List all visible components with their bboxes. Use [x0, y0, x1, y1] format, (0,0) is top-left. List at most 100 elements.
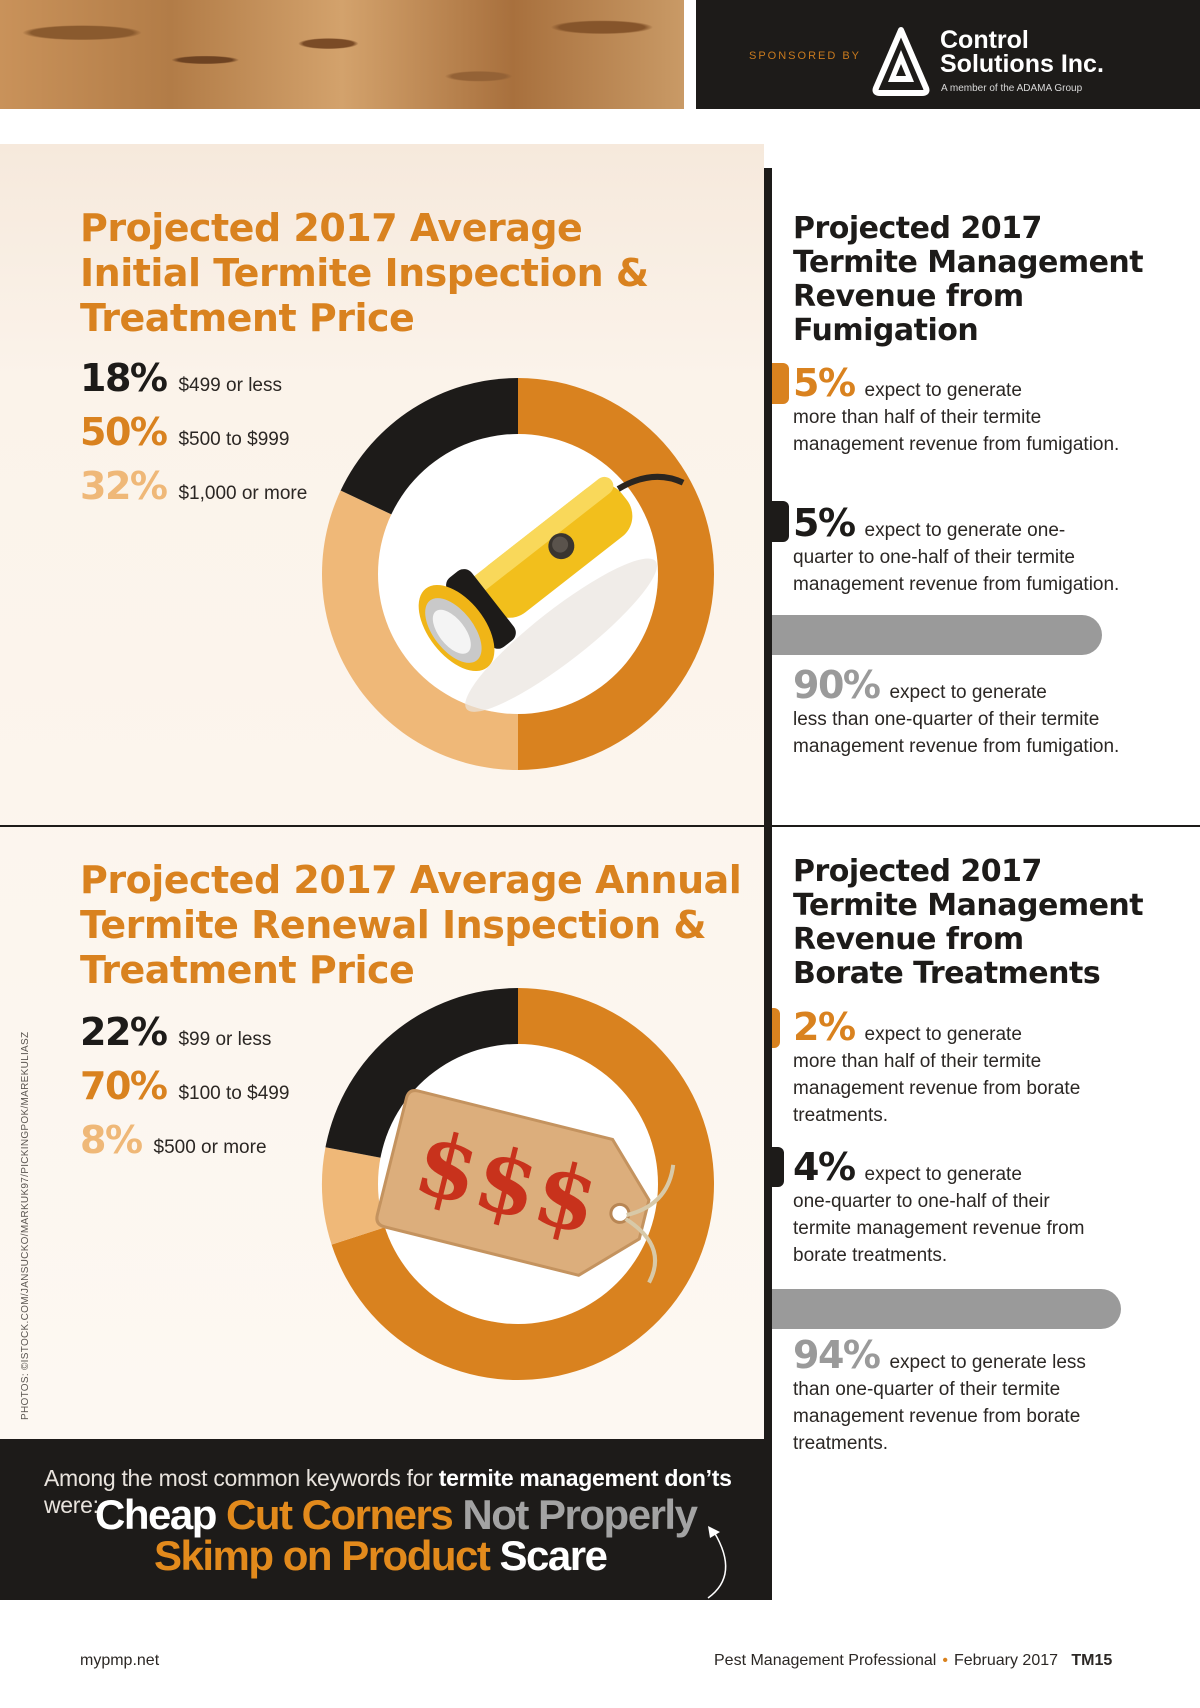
photo-credit: PHOTOS: ©ISTOCK.COM/JANSUCKO/MARKUK97/PI…	[20, 1031, 31, 1420]
fumigation-title: Projected 2017 Termite Management Revenu…	[793, 212, 1193, 348]
brand-tagline: A member of the ADAMA Group	[941, 83, 1083, 94]
borate-title-line1: Projected 2017	[793, 854, 1042, 889]
footer-site: mypmp.net	[80, 1652, 160, 1669]
borate-stat-text-rest: one-quarter to one-half of their termite…	[793, 1191, 1085, 1266]
renewal-title-line3: Treatment Price	[80, 948, 415, 992]
borate-stat-3: 94% expect to generate less than one-quar…	[793, 1336, 1113, 1457]
keyword-cheap: Cheap	[95, 1491, 217, 1538]
keywords-intro-end: were:	[44, 1492, 99, 1518]
fumigation-stat-1: 5% expect to generate more than half of t…	[793, 364, 1123, 458]
sponsored-by-label: SPONSORED BY	[749, 50, 862, 62]
borate-stat-text-rest: more than half of their termite manageme…	[793, 1051, 1081, 1126]
footer-date: February 2017	[953, 1652, 1059, 1669]
footer-page: TM15	[1071, 1652, 1113, 1669]
fumigation-stat-text-rest: quarter to one-half of their termite man…	[793, 547, 1120, 595]
fumigation-title-line3: Revenue from	[793, 279, 1024, 314]
keywords-intro-bold: termite management don’ts	[438, 1465, 732, 1491]
borate-grey-bar	[772, 1289, 1121, 1329]
renewal-legend-label: $500 or more	[153, 1137, 267, 1158]
initial-legend-label: $500 to $999	[178, 429, 290, 450]
borate-title-line4: Borate Treatments	[793, 956, 1101, 991]
header-texture-photo	[0, 0, 684, 109]
initial-legend-pct: 18%	[80, 356, 168, 400]
borate-stat-pct: 4%	[793, 1145, 856, 1189]
borate-stat-text: expect to generate less	[889, 1352, 1086, 1373]
renewal-price-title: Projected 2017 Average Annual Termite Re…	[80, 858, 770, 993]
keywords-line-1: Cheap Cut Corners Not Properly	[95, 1491, 698, 1538]
renewal-title-line1: Projected 2017 Average Annual	[80, 858, 742, 902]
initial-legend-pct: 32%	[80, 464, 168, 508]
brand-name-line2: Solutions Inc.	[940, 50, 1104, 78]
vertical-divider	[764, 168, 772, 1600]
fumigation-stat-text-rest: less than one-quarter of their termite m…	[793, 709, 1120, 757]
fumigation-stat-pct: 5%	[793, 501, 856, 545]
keywords-panel	[0, 1439, 772, 1600]
borate-title: Projected 2017 Termite Management Revenu…	[793, 855, 1193, 991]
initial-legend-pct: 50%	[80, 410, 168, 454]
footer-publication-info: Pest Management Professional • February 20…	[714, 1652, 1112, 1670]
initial-legend-row-3: 32% $1,000 or more	[80, 464, 307, 508]
borate-title-line3: Revenue from	[793, 922, 1024, 957]
renewal-price-donut-chart: $$$	[322, 988, 714, 1380]
renewal-legend-pct: 22%	[80, 1010, 168, 1054]
borate-stat-text-rest: than one-quarter of their termite manage…	[793, 1379, 1081, 1454]
keywords-line-2: Skimp on Product Scare	[154, 1532, 608, 1579]
fumigation-stat-3: 90% expect to generate less than one-quar…	[793, 666, 1123, 760]
borate-stat-pct: 2%	[793, 1005, 856, 1049]
fumigation-stat-text-rest: more than half of their termite manageme…	[793, 407, 1120, 455]
borate-stat-1: 2% expect to generate more than half of t…	[793, 1008, 1113, 1129]
flashlight-icon	[418, 473, 685, 712]
fumigation-tab-dark	[772, 501, 789, 542]
borate-stat-pct: 94%	[793, 1333, 881, 1377]
fumigation-title-line4: Fumigation	[793, 313, 979, 348]
footer-publication: Pest Management Professional	[714, 1652, 937, 1669]
borate-tab-orange	[772, 1008, 780, 1048]
fumigation-grey-bar	[772, 615, 1102, 655]
renewal-title-line2: Termite Renewal Inspection &	[80, 903, 707, 947]
renewal-legend-label: $99 or less	[178, 1029, 272, 1050]
renewal-legend-pct: 70%	[80, 1064, 168, 1108]
initial-title-line2: Initial Termite Inspection &	[80, 251, 649, 295]
brand-name-line1: Control	[940, 26, 1029, 54]
renewal-legend-label: $100 to $499	[178, 1083, 290, 1104]
initial-price-donut-chart	[321, 378, 714, 770]
initial-title-line3: Treatment Price	[80, 296, 415, 340]
brand-name: Control Solutions Inc.	[940, 26, 1190, 78]
fumigation-stat-text: expect to generate	[889, 682, 1047, 703]
keyword-not-properly: Not Properly	[462, 1491, 698, 1538]
fumigation-title-line1: Projected 2017	[793, 211, 1042, 246]
fumigation-title-line2: Termite Management	[793, 245, 1144, 280]
fumigation-tab-orange	[772, 363, 789, 404]
borate-title-line2: Termite Management	[793, 888, 1144, 923]
keywords-intro: Among the most common keywords for termi…	[44, 1465, 764, 1519]
keyword-skimp-on-product: Skimp on Product	[154, 1532, 491, 1579]
footer-bullet-icon: •	[942, 1652, 948, 1669]
initial-legend-label: $1,000 or more	[178, 483, 308, 504]
fumigation-stat-pct: 5%	[793, 361, 856, 405]
renewal-legend-row-1: 22% $99 or less	[80, 1010, 271, 1054]
initial-legend-row-1: 18% $499 or less	[80, 356, 282, 400]
keyword-cut-corners: Cut Corners	[226, 1491, 454, 1538]
keywords-intro-start: Among the most common keywords for	[44, 1465, 439, 1491]
keyword-scare: Scare	[499, 1532, 608, 1579]
renewal-legend-row-3: 8% $500 or more	[80, 1118, 267, 1162]
price-tag-icon: $$$	[375, 1089, 676, 1284]
control-solutions-logo-icon	[872, 27, 930, 96]
borate-stat-text: expect to generate	[864, 1164, 1022, 1185]
borate-stat-text: expect to generate	[864, 1024, 1022, 1045]
curved-arrow-icon	[707, 1526, 727, 1599]
initial-title-line1: Projected 2017 Average	[80, 206, 583, 250]
initial-legend-row-2: 50% $500 to $999	[80, 410, 289, 454]
renewal-legend-row-2: 70% $100 to $499	[80, 1064, 289, 1108]
initial-price-title: Projected 2017 Average Initial Termite I…	[80, 206, 760, 341]
fumigation-stat-text: expect to generate one-	[864, 520, 1066, 541]
renewal-legend-pct: 8%	[80, 1118, 143, 1162]
fumigation-stat-text: expect to generate	[864, 380, 1022, 401]
fumigation-stat-2: 5% expect to generate one- quarter to one…	[793, 504, 1123, 598]
fumigation-stat-pct: 90%	[793, 663, 881, 707]
sponsor-bar	[696, 0, 1200, 109]
borate-tab-dark	[772, 1147, 784, 1187]
horizontal-divider	[0, 825, 1200, 827]
initial-legend-label: $499 or less	[178, 375, 282, 396]
borate-stat-2: 4% expect to generate one-quarter to one-…	[793, 1148, 1093, 1269]
